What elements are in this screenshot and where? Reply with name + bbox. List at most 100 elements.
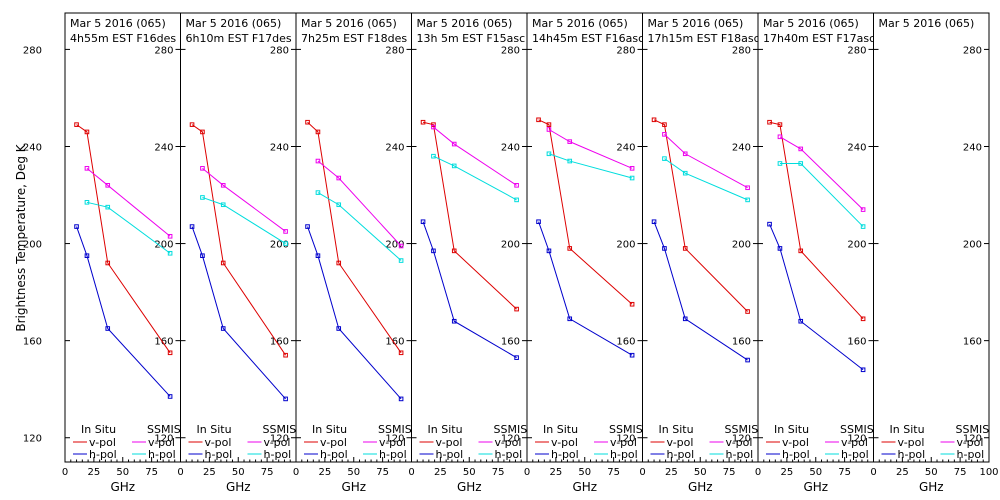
data-point — [398, 350, 404, 356]
series-insitu-v — [536, 117, 635, 307]
x-axis-label: GHz — [803, 480, 828, 494]
data-point — [336, 260, 342, 266]
y-tick-label: 160 — [847, 337, 866, 348]
data-point — [283, 229, 288, 234]
y-tick-label: 160 — [616, 337, 635, 348]
legend-label-ssmis-h: h-pol — [957, 448, 985, 461]
y-tick-label: 240 — [501, 142, 520, 153]
series-ssmis-v — [315, 158, 404, 249]
legend-label-ssmis-h: h-pol — [726, 448, 754, 461]
y-tick-label: 200 — [385, 240, 404, 251]
panel-frame — [180, 12, 297, 463]
data-point — [777, 161, 783, 166]
data-point — [777, 134, 783, 140]
data-point — [431, 248, 436, 254]
legend-header-ssmis: SSMIS — [956, 423, 990, 436]
legend-header-insitu: In Situ — [774, 423, 809, 436]
data-point — [629, 352, 635, 358]
data-point — [745, 185, 750, 191]
legend-label-ssmis-h: h-pol — [841, 448, 869, 461]
data-point — [167, 350, 173, 356]
panel-title-time: 13h 5m EST F15asc — [417, 32, 526, 45]
x-axis-label: GHz — [457, 480, 482, 494]
data-point — [315, 129, 321, 135]
data-point — [629, 301, 635, 307]
legend-label-ssmis-h: h-pol — [148, 448, 176, 461]
y-tick-label: 120 — [847, 434, 866, 445]
legend-label-ssmis-h: h-pol — [379, 448, 407, 461]
series-insitu-h — [189, 224, 288, 402]
legend-header-ssmis: SSMIS — [378, 423, 412, 436]
data-point — [420, 219, 426, 225]
data-point — [546, 127, 552, 132]
y-tick-label: 240 — [154, 142, 173, 153]
panel-frame — [295, 12, 412, 463]
data-point — [682, 151, 688, 157]
series-line — [76, 226, 171, 397]
series-line — [664, 158, 748, 201]
x-tick-label: 0 — [755, 467, 761, 478]
x-tick-label: 75 — [261, 467, 274, 478]
x-tick-label: 50 — [463, 467, 476, 478]
data-point — [567, 246, 573, 251]
x-axis-label: GHz — [572, 480, 597, 494]
x-tick-label: 75 — [492, 467, 505, 478]
series-line — [433, 155, 517, 201]
data-point — [767, 119, 772, 125]
legend-label-insitu-h: h-pol — [667, 448, 695, 461]
x-tick-label: 0 — [62, 467, 68, 478]
series-insitu-h — [420, 219, 519, 360]
y-tick-label: 240 — [847, 142, 866, 153]
legend-header-insitu: In Situ — [659, 423, 694, 436]
x-axis-label: GHz — [919, 480, 944, 494]
data-point — [74, 224, 79, 229]
legend-header-insitu: In Situ — [543, 423, 578, 436]
y-tick-label: 240 — [732, 142, 751, 153]
legend-header-insitu: In Situ — [890, 423, 925, 436]
data-point — [74, 122, 79, 127]
x-tick-label: 25 — [550, 467, 563, 478]
series-insitu-v — [420, 119, 519, 312]
series-line — [76, 124, 171, 354]
series-line — [779, 136, 864, 210]
data-point — [167, 394, 173, 399]
x-tick-label: 75 — [145, 467, 158, 478]
data-point — [189, 122, 195, 127]
series-ssmis-h — [84, 200, 173, 256]
y-tick-label: 200 — [732, 240, 751, 251]
data-point — [305, 119, 310, 125]
data-point — [189, 224, 195, 229]
series-line — [653, 119, 748, 312]
x-tick-label: 0 — [408, 467, 414, 478]
data-point — [105, 326, 111, 331]
data-point — [200, 195, 205, 200]
series-insitu-v — [189, 122, 288, 358]
legend-header-ssmis: SSMIS — [263, 423, 297, 436]
data-point — [220, 202, 226, 208]
x-tick-label: 50 — [809, 467, 822, 478]
y-tick-label: 240 — [963, 142, 982, 153]
legend-header-insitu: In Situ — [197, 423, 232, 436]
panel-title-date: Mar 5 2016 (065) — [301, 17, 397, 30]
y-tick-label: 160 — [501, 337, 520, 348]
x-tick-label: 75 — [607, 467, 620, 478]
series-line — [769, 223, 864, 371]
x-tick-label: 0 — [293, 467, 299, 478]
panel-8: Mar 5 2016 (065) 120 160 200 240 280 0 25 50 75 10… — [870, 12, 999, 494]
data-point — [745, 357, 750, 363]
data-point — [431, 153, 436, 159]
x-tick-label: 0 — [870, 467, 876, 478]
data-point — [662, 132, 667, 137]
y-tick-label: 280 — [270, 45, 289, 56]
series-ssmis-v — [200, 166, 288, 234]
panel-titles: Mar 5 2016 (065) 6h10m EST F17des — [186, 17, 292, 45]
panel-title-time: 14h45m EST F16asc — [532, 32, 644, 45]
x-tick-label: 50 — [232, 467, 245, 478]
y-tick-label: 240 — [616, 142, 635, 153]
series-line — [317, 160, 402, 247]
series-line — [653, 221, 748, 361]
series-ssmis-v — [546, 127, 635, 171]
x-axis-label: GHz — [341, 480, 366, 494]
legend-label-insitu-h: h-pol — [89, 448, 117, 461]
